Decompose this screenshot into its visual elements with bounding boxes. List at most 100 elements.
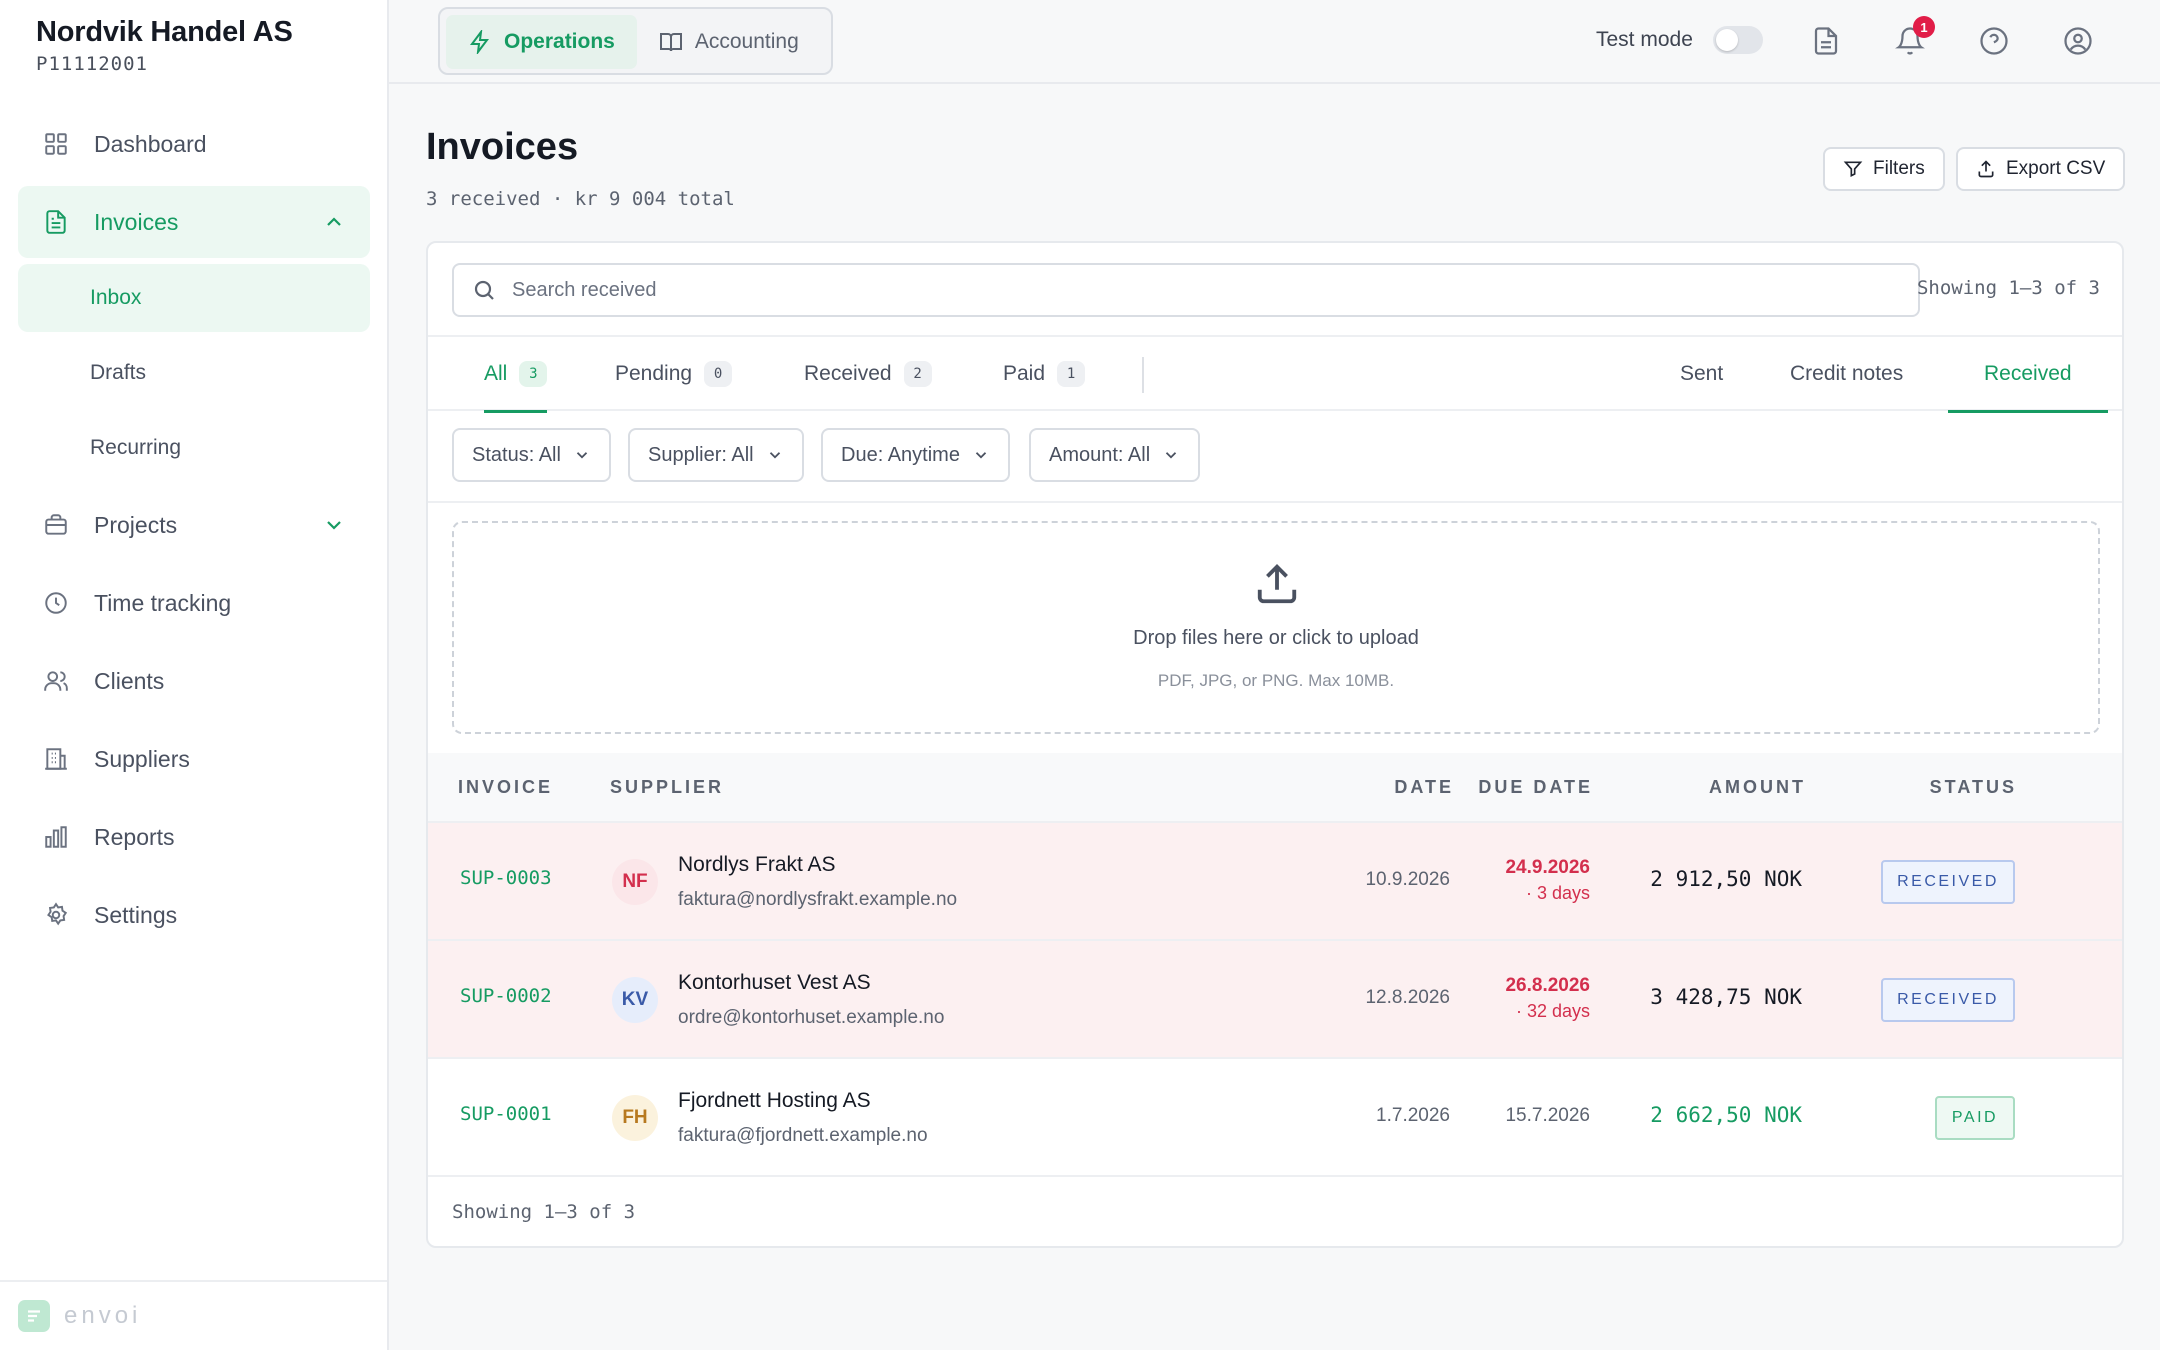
nav-item-reports[interactable]: Reports: [18, 801, 370, 873]
company-name: Nordvik Handel AS: [36, 16, 293, 48]
tab-all[interactable]: All 3: [484, 337, 548, 413]
nav-item-label: Invoices: [94, 208, 179, 235]
test-mode-label: Test mode: [1596, 28, 1693, 51]
nav-item-label: Suppliers: [94, 745, 190, 772]
nav-item-label: Reports: [94, 823, 175, 850]
tab-count: 1: [1057, 361, 1086, 387]
tab-count: 0: [704, 361, 733, 387]
filter-icon: [1843, 161, 1863, 178]
bell-icon[interactable]: 1: [1893, 16, 1935, 58]
envoi-logo-icon: [18, 1300, 50, 1332]
chevron-down-icon: [975, 452, 987, 459]
filter-label: Status: All: [472, 443, 561, 466]
envoi-logo-text: envoi: [64, 1302, 142, 1329]
help-icon[interactable]: [1977, 24, 2011, 58]
supplier-filter[interactable]: Supplier: All: [628, 428, 804, 482]
sidebar: Nordvik Handel AS P11112001 Dashboard In…: [0, 0, 389, 1350]
nav-item-settings[interactable]: Settings: [18, 879, 370, 951]
status-badge: RECEIVED: [1881, 860, 2015, 904]
due-date: 24.9.2026: [1505, 857, 1590, 878]
status-filter[interactable]: Status: All: [452, 428, 611, 482]
document-icon[interactable]: [1809, 24, 1843, 58]
due-relative: · 3 days: [1525, 883, 1590, 903]
due-relative: · 32 days: [1515, 1001, 1590, 1021]
nav-subitem-inbox[interactable]: Inbox: [18, 264, 370, 332]
upload-dropzone[interactable]: Drop files here or click to upload PDF, …: [452, 521, 2100, 734]
amount-filter[interactable]: Amount: All: [1029, 428, 1201, 482]
export-label: Export CSV: [2006, 158, 2106, 179]
invoice-amount: 2 912,50 NOK: [1650, 867, 1802, 891]
nav-item-dashboard[interactable]: Dashboard: [18, 108, 370, 180]
nav-item-label: Dashboard: [94, 130, 207, 157]
column-header-status[interactable]: STATUS: [1929, 777, 2017, 797]
search-icon: [474, 280, 494, 300]
nav-subitem-recurring[interactable]: Recurring: [90, 436, 182, 459]
mode-accounting-button[interactable]: Accounting: [637, 15, 821, 69]
invoice-date: 12.8.2026: [1365, 987, 1450, 1008]
column-header-supplier[interactable]: SUPPLIER: [610, 777, 725, 797]
column-header-due-date[interactable]: DUE DATE: [1478, 777, 1593, 797]
main-nav: Dashboard Invoices Inbox Drafts Recurrin…: [18, 108, 370, 957]
invoice-number[interactable]: SUP-0003: [460, 867, 552, 889]
pagination-summary: Showing 1–3 of 3: [452, 1201, 636, 1223]
invoice-number[interactable]: SUP-0002: [460, 985, 552, 1007]
chevron-up-icon[interactable]: [322, 210, 346, 234]
nav-item-projects[interactable]: Projects: [18, 489, 370, 561]
supplier-email: faktura@fjordnett.example.no: [678, 1125, 928, 1146]
company-id: P11112001: [36, 53, 148, 75]
briefcase-icon: [42, 511, 70, 539]
nav-item-time-tracking[interactable]: Time tracking: [18, 567, 370, 639]
supplier-name: Fjordnett Hosting AS: [678, 1089, 871, 1112]
tab-received[interactable]: Received: [1948, 337, 2108, 413]
nav-item-invoices[interactable]: Invoices: [18, 186, 370, 258]
filters-row: Status: All Supplier: All Due: Anytime A…: [428, 411, 2122, 503]
tab-label: Paid: [1003, 362, 1046, 385]
search-box[interactable]: [452, 263, 1920, 317]
test-mode-toggle[interactable]: [1712, 26, 1763, 54]
tab-credit-notes[interactable]: Credit notes: [1790, 362, 1904, 385]
due-filter[interactable]: Due: Anytime: [821, 428, 1010, 482]
tab-label: All: [484, 362, 508, 385]
supplier-name: Kontorhuset Vest AS: [678, 971, 871, 994]
table-row[interactable]: SUP-0003 NF Nordlys Frakt AS faktura@nor…: [428, 823, 2122, 941]
tab-pending[interactable]: Pending 0: [615, 337, 733, 411]
status-badge: PAID: [1935, 1096, 2015, 1140]
table-row[interactable]: SUP-0001 FH Fjordnett Hosting AS faktura…: [428, 1059, 2122, 1177]
invoice-icon: [42, 208, 70, 236]
invoice-number[interactable]: SUP-0001: [460, 1103, 552, 1125]
tab-paid[interactable]: Paid 1: [1003, 337, 1086, 411]
search-input[interactable]: [512, 278, 1892, 302]
nav-item-label: Time tracking: [94, 589, 232, 616]
tab-received-status[interactable]: Received 2: [804, 337, 932, 411]
nav-item-clients[interactable]: Clients: [18, 645, 370, 717]
filter-label: Amount: All: [1049, 443, 1151, 466]
nav-item-suppliers[interactable]: Suppliers: [18, 723, 370, 795]
mode-label: Operations: [504, 30, 615, 53]
table-row[interactable]: SUP-0002 KV Kontorhuset Vest AS ordre@ko…: [428, 941, 2122, 1059]
company-switcher[interactable]: Nordvik Handel AS P11112001: [36, 16, 293, 75]
filters-button[interactable]: Filters: [1823, 147, 1945, 191]
column-header-amount[interactable]: AMOUNT: [1709, 777, 1806, 797]
nav-item-label: Settings: [94, 901, 178, 928]
column-header-invoice[interactable]: INVOICE: [458, 777, 554, 797]
export-csv-button[interactable]: Export CSV: [1956, 147, 2126, 191]
chevron-down-icon[interactable]: [322, 513, 346, 537]
tab-sent[interactable]: Sent: [1680, 362, 1724, 385]
nav-subitem-drafts[interactable]: Drafts: [90, 361, 147, 384]
tab-count: 2: [903, 361, 932, 387]
mode-operations-button[interactable]: Operations: [446, 15, 637, 69]
column-header-date[interactable]: DATE: [1394, 777, 1454, 797]
filters-label: Filters: [1873, 158, 1925, 179]
supplier-email: faktura@nordlysfrakt.example.no: [678, 889, 958, 910]
invoice-date: 10.9.2026: [1365, 869, 1450, 890]
dropzone-text: Drop files here or click to upload: [1133, 627, 1419, 649]
building-icon: [42, 745, 70, 773]
sidebar-footer: envoi: [0, 1280, 387, 1350]
filter-label: Supplier: All: [648, 443, 754, 466]
nav-item-label: Projects: [94, 511, 178, 538]
test-mode: Test mode: [1596, 26, 1763, 54]
user-icon[interactable]: [2061, 24, 2095, 58]
supplier-avatar: KV: [612, 977, 658, 1023]
users-icon: [42, 667, 70, 695]
notification-badge: 1: [1913, 16, 1935, 38]
